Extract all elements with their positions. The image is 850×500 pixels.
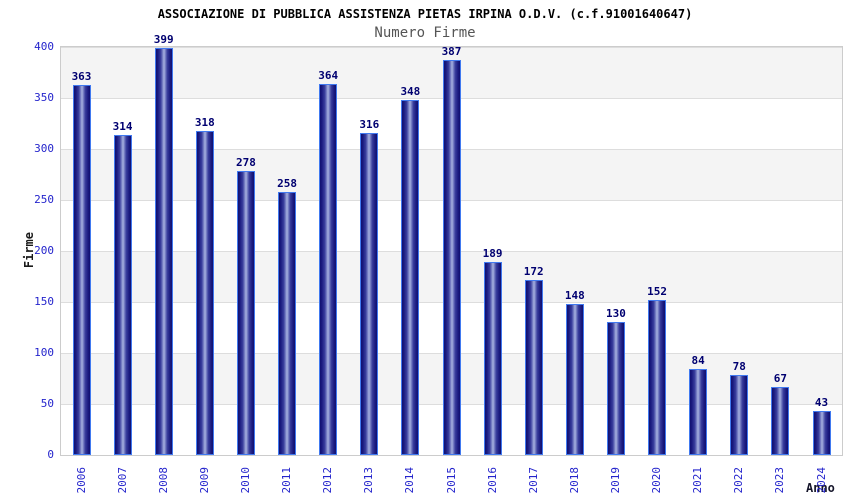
- bar-2023: [771, 387, 790, 455]
- x-tick-label: 2010: [238, 467, 252, 494]
- y-tick-label: 150: [34, 295, 54, 308]
- bar-value-label: 189: [482, 247, 503, 260]
- x-tick-label: 2022: [732, 467, 746, 494]
- x-tick-label: 2009: [197, 467, 211, 494]
- bar-value-label: 278: [236, 156, 256, 169]
- bar-2021: [689, 369, 708, 455]
- bar-2008: [154, 48, 173, 455]
- bar-value-label: 130: [606, 307, 626, 320]
- bar-2019: [606, 322, 625, 455]
- y-tick-label: 300: [34, 142, 54, 155]
- bar-2020: [648, 300, 667, 455]
- x-tick-label: 2019: [608, 467, 622, 494]
- bar-value-label: 258: [277, 177, 297, 190]
- bar-2013: [360, 133, 379, 455]
- x-tick-label: 2017: [526, 467, 540, 494]
- bar-2007: [113, 135, 132, 455]
- bar-value-label: 348: [400, 85, 421, 98]
- x-tick-label: 2011: [280, 467, 294, 494]
- x-tick-label: 2024: [814, 467, 828, 494]
- bar-2006: [72, 85, 91, 455]
- bar-value-label: 399: [153, 33, 174, 46]
- bar-value-label: 148: [564, 289, 585, 302]
- y-tick-label: 0: [47, 448, 54, 461]
- bar-2012: [319, 84, 338, 455]
- y-tick-label: 50: [40, 397, 54, 410]
- x-tick-label: 2013: [362, 467, 376, 494]
- bar-2024: [812, 411, 831, 455]
- bar-value-label: 318: [194, 116, 215, 129]
- y-tick-label: 350: [34, 91, 54, 104]
- bar-2014: [401, 100, 420, 455]
- bar-value-label: 152: [647, 285, 667, 298]
- bar-value-label: 84: [691, 354, 705, 367]
- bar-value-label: 67: [773, 372, 787, 385]
- x-tick-label: 2012: [321, 467, 335, 494]
- x-tick-label: 2014: [403, 467, 417, 494]
- bar-2010: [236, 171, 255, 455]
- x-tick-label: 2023: [773, 467, 787, 494]
- bar-value-label: 314: [112, 120, 133, 133]
- bar-2022: [730, 375, 749, 455]
- bar-value-label: 363: [71, 70, 92, 83]
- y-tick-label: 400: [34, 40, 54, 53]
- x-tick-label: 2007: [115, 467, 129, 494]
- plot-area: 363 314 399 318 278 258 364 316 348 387 189 172 148 1…: [60, 33, 843, 456]
- bar-2016: [483, 262, 502, 455]
- x-tick-label: 2006: [74, 467, 88, 494]
- x-tick-label: 2008: [156, 467, 170, 494]
- x-axis-title: Anno: [806, 481, 835, 495]
- chart-subtitle: Numero Firme: [374, 25, 476, 41]
- bar-value-label: 364: [318, 69, 339, 82]
- gridline: [61, 47, 842, 48]
- x-tick-label: 2018: [567, 467, 581, 494]
- x-tick-label: 2021: [691, 467, 705, 494]
- bar-value-label: 387: [441, 45, 462, 58]
- x-tick-label: 2020: [650, 467, 664, 494]
- x-tick-label: 2015: [444, 467, 458, 494]
- bar-2015: [442, 60, 461, 455]
- bar-value-label: 78: [732, 360, 746, 373]
- bar-value-label: 172: [523, 265, 544, 278]
- y-tick-label: 100: [34, 346, 54, 359]
- bar-value-label: 43: [814, 396, 829, 409]
- bar-2009: [195, 131, 214, 455]
- bar-value-label: 316: [359, 118, 380, 131]
- y-tick-label: 200: [34, 244, 54, 257]
- bar-2018: [565, 304, 584, 455]
- x-tick-label: 2016: [485, 467, 499, 494]
- chart-title: ASSOCIAZIONE DI PUBBLICA ASSISTENZA PIET…: [157, 7, 693, 21]
- bar-2017: [524, 280, 543, 455]
- bar-2011: [278, 192, 297, 455]
- y-tick-label: 250: [34, 193, 54, 206]
